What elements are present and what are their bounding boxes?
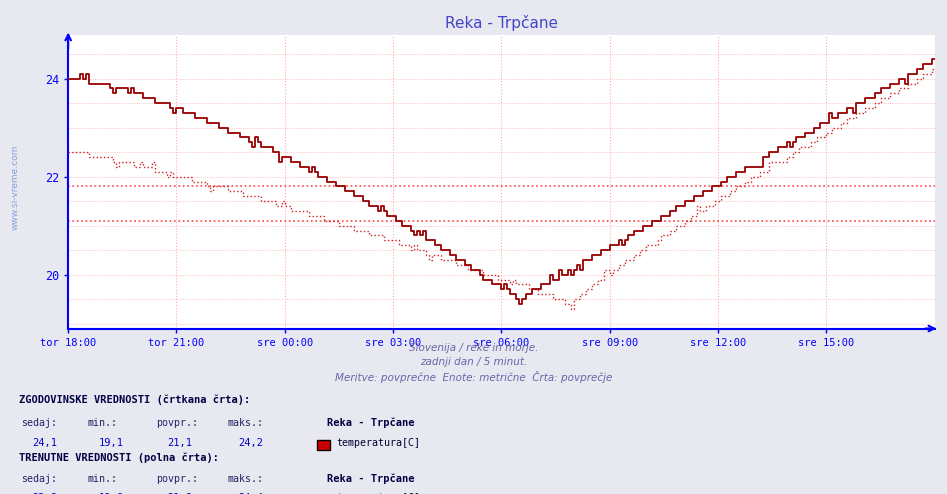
- Text: min.:: min.:: [87, 418, 117, 428]
- Text: TRENUTNE VREDNOSTI (polna črta):: TRENUTNE VREDNOSTI (polna črta):: [19, 453, 219, 463]
- Text: min.:: min.:: [87, 474, 117, 484]
- Text: maks.:: maks.:: [227, 418, 263, 428]
- Text: sedaj:: sedaj:: [21, 418, 57, 428]
- Text: sedaj:: sedaj:: [21, 474, 57, 484]
- Text: Slovenija / reke in morje.: Slovenija / reke in morje.: [409, 343, 538, 353]
- Text: 19,1: 19,1: [98, 438, 123, 448]
- Text: Meritve: povprečne  Enote: metrične  Črta: povprečje: Meritve: povprečne Enote: metrične Črta:…: [335, 371, 612, 383]
- Text: www.si-vreme.com: www.si-vreme.com: [10, 145, 20, 230]
- Text: maks.:: maks.:: [227, 474, 263, 484]
- Text: temperatura[C]: temperatura[C]: [336, 438, 420, 448]
- Text: povpr.:: povpr.:: [156, 474, 198, 484]
- Text: Reka - Trpčane: Reka - Trpčane: [327, 418, 414, 428]
- Title: Reka - Trpčane: Reka - Trpčane: [445, 15, 558, 31]
- Text: 24,2: 24,2: [239, 438, 263, 448]
- Text: ZGODOVINSKE VREDNOSTI (črtkana črta):: ZGODOVINSKE VREDNOSTI (črtkana črta):: [19, 394, 250, 405]
- Text: zadnji dan / 5 minut.: zadnji dan / 5 minut.: [420, 357, 527, 367]
- Text: 24,1: 24,1: [32, 438, 57, 448]
- Text: povpr.:: povpr.:: [156, 418, 198, 428]
- Text: Reka - Trpčane: Reka - Trpčane: [327, 473, 414, 484]
- Text: 21,1: 21,1: [168, 438, 192, 448]
